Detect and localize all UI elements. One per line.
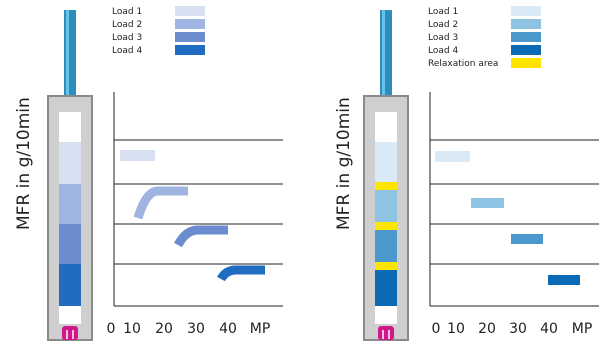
right-mark-load4 (548, 275, 580, 285)
left-x-tick-0: 0 (107, 321, 116, 337)
right-band-relaxation-3 (375, 262, 397, 270)
right-mark-load1 (435, 151, 470, 162)
left-legend-swatch-load3 (175, 32, 205, 42)
right-band-load2 (375, 190, 397, 222)
right-mark-load2 (471, 198, 504, 208)
left-legend-swatch-load2 (175, 19, 205, 29)
right-legend-label-load4: Load 4 (428, 46, 458, 56)
right-band-relaxation-2 (375, 222, 397, 230)
right-band-load4 (375, 270, 397, 306)
right-legend-swatch-load1 (511, 6, 541, 16)
right-band-relaxation-1 (375, 182, 397, 190)
left-legend-swatch-load1 (175, 6, 205, 16)
left-y-axis-label: MFR in g/10min (14, 97, 34, 230)
left-x-tick-mp: MP (250, 321, 271, 337)
right-x-tick-30: 30 (509, 321, 527, 337)
right-die (378, 326, 394, 340)
right-legend-label-relaxation: Relaxation area (428, 59, 498, 69)
left-legend-label-load3: Load 3 (112, 33, 142, 43)
left-legend-label-load2: Load 2 (112, 20, 142, 30)
right-piston-rod (380, 10, 392, 108)
right-x-tick-10: 10 (447, 321, 465, 337)
left-band-load1 (59, 142, 81, 184)
right-x-tick-20: 20 (478, 321, 496, 337)
left-band-load2 (59, 184, 81, 224)
right-x-tick-0: 0 (432, 321, 441, 337)
right-legend-swatch-load2 (511, 19, 541, 29)
left-die (62, 326, 78, 340)
right-x-tick-mp: MP (572, 321, 593, 337)
right-band-load1 (375, 142, 397, 182)
right-legend-swatch-load4 (511, 45, 541, 55)
right-legend-label-load2: Load 2 (428, 20, 458, 30)
left-x-tick-10: 10 (123, 321, 141, 337)
right-piston-rod-highlight (382, 10, 385, 108)
right-y-axis-label: MFR in g/10min (334, 97, 354, 230)
right-x-tick-40: 40 (540, 321, 558, 337)
left-legend-label-load4: Load 4 (112, 46, 142, 56)
right-mark-load3 (511, 234, 543, 244)
left-x-tick-30: 30 (187, 321, 205, 337)
left-piston-rod-highlight (66, 10, 69, 108)
left-piston-rod (64, 10, 76, 108)
right-legend-swatch-load3 (511, 32, 541, 42)
left-mark-load1 (120, 150, 155, 161)
right-band-load3 (375, 230, 397, 262)
left-legend-label-load1: Load 1 (112, 7, 142, 17)
left-band-load3 (59, 224, 81, 264)
left-x-tick-40: 40 (219, 321, 237, 337)
right-legend-label-load3: Load 3 (428, 33, 458, 43)
right-legend-swatch-relaxation (511, 58, 541, 68)
left-legend-swatch-load4 (175, 45, 205, 55)
left-mark-load4 (217, 265, 265, 282)
left-mark-load3 (174, 225, 228, 248)
right-panel: MFR in g/10min 0 10 20 30 40 MP Load 1 L… (334, 6, 599, 341)
left-band-load4 (59, 264, 81, 306)
left-panel: MFR in g/10min 0 10 20 30 40 MP Load 1 L… (14, 6, 283, 341)
right-legend-label-load1: Load 1 (428, 7, 458, 17)
left-x-tick-20: 20 (155, 321, 173, 337)
left-mark-load2 (133, 186, 188, 220)
